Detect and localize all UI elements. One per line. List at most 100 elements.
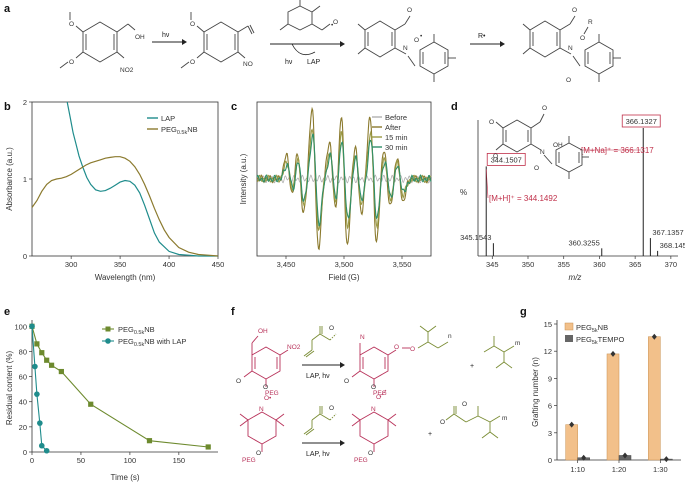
f-atom-n-1: O [394, 344, 399, 351]
f-atom-o-acr-2: O [329, 405, 334, 412]
data-point-circle [43, 447, 50, 454]
f-subscript-n: n [448, 333, 452, 340]
lap-label: LAP [307, 59, 321, 66]
legend-label-e-2: PEG0.5kNB with LAP [118, 337, 186, 348]
y-tick-label-e: 40 [19, 398, 27, 407]
arrowhead-f-2 [340, 440, 345, 446]
atom-o-2b: O [580, 35, 585, 42]
atom-oh: OH [135, 34, 145, 41]
d-atom-oh: OH [553, 142, 563, 149]
y-axis-label-b: Absorbance (a.u.) [5, 147, 14, 211]
annotation-m-na: [M+Na]⁺ = 366.1317 [581, 146, 654, 155]
atom-o-amide: O [566, 77, 571, 84]
d-atom-o-4: O [534, 165, 539, 172]
y-tick-label-g: 9 [548, 374, 552, 383]
curved-arrow [291, 43, 316, 56]
peak-label: 345.1543 [460, 233, 491, 242]
panel-label-g: g [520, 306, 527, 318]
f-atom-peg-1: PEG [265, 390, 279, 397]
panel-label-d: d [451, 101, 458, 113]
legend-label-30min: 30 min [385, 143, 408, 152]
x-axis-label-e: Time (s) [110, 473, 139, 482]
atom-o-2: O [69, 59, 74, 66]
f-atom-peg-3: PEG [242, 457, 256, 464]
y-axis-label-d: % [460, 188, 467, 197]
f-subscript-m-2: m [502, 415, 507, 422]
legend-e: PEG0.5kNB PEG0.5kNB with LAP [102, 325, 186, 348]
f-atom-o-n: O [410, 346, 415, 353]
hv-label-1: hν [162, 32, 170, 39]
legend-label-after: After [385, 123, 401, 132]
arrowhead-f-1 [340, 362, 345, 368]
x-tick-label-d: 370 [665, 260, 678, 269]
panel-label-a: a [4, 3, 11, 15]
homopolymer-top: m [483, 336, 520, 369]
data-point-square [34, 341, 40, 347]
panel-d-structure: O O N OH O O [489, 105, 589, 179]
y-axis-label-g: Grafting number (n) [531, 357, 540, 427]
x-tick-label-d: 360 [593, 260, 606, 269]
f-atom-o-peg-4: O [368, 450, 373, 457]
molecule-nitrosobenzaldehyde: NO O O [180, 12, 255, 69]
data-point-square [88, 401, 94, 407]
f-atom-o-4: O [462, 401, 467, 408]
lap-radical: • O [279, 0, 338, 31]
y-tick-label-b: 2 [23, 98, 27, 107]
x-axis-label-d: m/z [569, 273, 582, 282]
data-point-circle [34, 391, 40, 397]
panel-c-epr-chart: 3,450 3,500 3,550 Before After 15 min 30 m… [239, 101, 432, 282]
atom-o-lap: O [333, 19, 338, 26]
f-atom-o-5: O [440, 419, 445, 426]
replicate-marker [651, 333, 657, 340]
molecule-alkoxyamine: O N O R O [522, 7, 621, 84]
product-nb-grafted: N O O n O PEG O [344, 325, 452, 397]
panel-a-scheme: OH NO2 O O hν NO O O [59, 0, 621, 84]
y-tick-label-g: 3 [548, 429, 552, 438]
x-tick-label-d: 355 [557, 260, 570, 269]
f-atom-o-peg-2: O [371, 384, 376, 391]
atom-no2: NO2 [120, 67, 134, 74]
x-tick-label-c: 3,550 [393, 260, 412, 269]
x-tick-label-g: 1:10 [570, 465, 585, 474]
molecule-nitroxide-radical: O N O • [357, 7, 456, 82]
legend-label-peg-nb: PEG0.5kNB [161, 125, 198, 136]
atom-o-4: O [190, 59, 195, 66]
panel-e-residual-chart: 0 50 100 150 0 20 40 60 80 100 PEG0.5kNB PEG0.5kN… [5, 320, 218, 482]
legend-label-before: Before [385, 113, 407, 122]
panel-label-f: f [231, 306, 235, 318]
radical-r-label: R• [478, 33, 486, 40]
legend-label-g-1: PEG5kNB [576, 323, 608, 334]
x-tick-label-g: 1:30 [653, 465, 668, 474]
x-tick-label-b: 300 [65, 260, 78, 269]
peak-label: 366.1327 [626, 117, 657, 126]
condition-f-2: LAP, hν [306, 451, 330, 458]
y-tick-label-g: 15 [544, 320, 552, 329]
legend-c: Before After 15 min 30 min [372, 113, 408, 152]
product-tempo: N O PEG O [351, 389, 397, 464]
arrowhead-3 [500, 41, 505, 47]
replicate-marker [569, 421, 575, 428]
x-tick-label-e: 150 [173, 456, 186, 465]
replicate-marker [581, 454, 587, 461]
x-tick-label-b: 400 [163, 260, 176, 269]
atom-o-1: O [69, 21, 74, 28]
atom-r: R [588, 19, 593, 26]
peg-nb-molecule: OH NO2 O PEG O [236, 328, 301, 397]
replicate-marker [610, 350, 616, 357]
data-point-circle [38, 442, 45, 449]
homopolymer-bottom: O O m [440, 401, 507, 439]
f-atom-o-2: O [344, 378, 349, 385]
panel-f-scheme: OH NO2 O PEG O O LAP, hν [236, 325, 520, 464]
peak-label: 344.1507 [491, 155, 522, 164]
atom-o-3: O [190, 21, 195, 28]
x-tick-label-b: 350 [114, 260, 127, 269]
x-axis-label-c: Field (G) [328, 273, 359, 282]
legend-label-g-2: PEG5kTEMPO [576, 335, 624, 346]
y-tick-label-e: 60 [19, 373, 27, 382]
data-point-square [205, 444, 211, 450]
x-tick-label-c: 3,450 [277, 260, 296, 269]
legend-swatch-peg-nb-g [564, 322, 574, 331]
d-atom-o-1: O [542, 105, 547, 112]
radical-dot-2: • [420, 33, 423, 40]
